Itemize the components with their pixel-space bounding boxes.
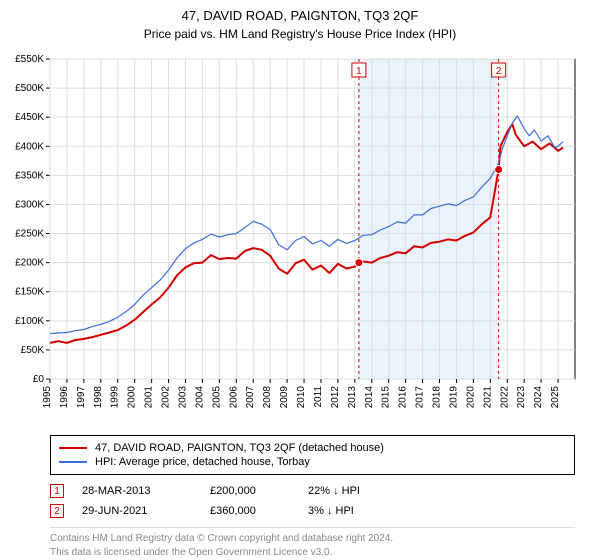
svg-text:2023: 2023	[516, 386, 527, 409]
svg-text:2013: 2013	[347, 386, 358, 409]
svg-text:2015: 2015	[381, 386, 392, 409]
svg-text:2014: 2014	[364, 386, 375, 409]
sale-row: 1 28-MAR-2013 £200,000 22% ↓ HPI	[50, 481, 575, 501]
svg-text:2003: 2003	[177, 386, 188, 409]
svg-text:2012: 2012	[330, 386, 341, 409]
svg-text:1995: 1995	[42, 386, 53, 409]
svg-text:£450K: £450K	[15, 112, 44, 123]
svg-text:2007: 2007	[245, 386, 256, 409]
svg-text:2016: 2016	[398, 386, 409, 409]
svg-text:2: 2	[496, 66, 502, 77]
svg-text:2008: 2008	[262, 386, 273, 409]
svg-text:2017: 2017	[415, 386, 426, 409]
sale-hpi-diff: 22% ↓ HPI	[308, 485, 575, 497]
sale-date: 28-MAR-2013	[82, 485, 192, 497]
price-chart: £0 £50K £100K £150K £200K £250K £300K £350K £400…	[0, 49, 600, 429]
chart-svg: £0 £50K £100K £150K £200K £250K £300K £350K £400…	[0, 49, 600, 429]
sale-hpi-diff: 3% ↓ HPI	[308, 505, 575, 517]
license-line-1: Contains HM Land Registry data © Crown c…	[50, 532, 575, 546]
svg-text:2025: 2025	[550, 386, 561, 409]
svg-text:£350K: £350K	[15, 170, 44, 181]
sale-marker: 1	[50, 484, 64, 498]
svg-text:1999: 1999	[110, 386, 121, 409]
svg-text:2020: 2020	[465, 386, 476, 409]
legend-label: 47, DAVID ROAD, PAIGNTON, TQ3 2QF (detac…	[95, 442, 384, 454]
sales-table: 1 28-MAR-2013 £200,000 22% ↓ HPI 2 29-JUN-202…	[50, 481, 575, 521]
legend-item: HPI: Average price, detached house, Torb…	[59, 455, 566, 469]
svg-text:1998: 1998	[93, 386, 104, 409]
license-note: Contains HM Land Registry data © Crown c…	[50, 527, 575, 559]
svg-text:£250K: £250K	[15, 229, 44, 240]
sale-row: 2 29-JUN-2021 £360,000 3% ↓ HPI	[50, 501, 575, 521]
svg-text:£400K: £400K	[15, 141, 44, 152]
svg-text:£500K: £500K	[15, 83, 44, 94]
sale-marker: 2	[50, 504, 64, 518]
license-line-2: This data is licensed under the Open Gov…	[50, 546, 575, 560]
svg-text:2011: 2011	[313, 386, 324, 408]
svg-text:1: 1	[356, 66, 362, 77]
svg-text:2006: 2006	[228, 386, 239, 409]
svg-text:2005: 2005	[211, 386, 222, 409]
svg-text:2024: 2024	[533, 386, 544, 409]
chart-legend: 47, DAVID ROAD, PAIGNTON, TQ3 2QF (detac…	[50, 435, 575, 475]
svg-text:1997: 1997	[76, 386, 87, 409]
svg-text:2019: 2019	[448, 386, 459, 409]
sale-price: £360,000	[210, 505, 290, 517]
legend-swatch	[59, 447, 87, 449]
svg-text:2002: 2002	[161, 386, 172, 409]
legend-item: 47, DAVID ROAD, PAIGNTON, TQ3 2QF (detac…	[59, 441, 566, 455]
svg-text:£50K: £50K	[21, 345, 45, 356]
svg-text:2000: 2000	[127, 386, 138, 409]
svg-text:£550K: £550K	[15, 54, 44, 65]
svg-text:2018: 2018	[432, 386, 443, 409]
svg-text:1996: 1996	[59, 386, 70, 409]
sale-price: £200,000	[210, 485, 290, 497]
page-subtitle: Price paid vs. HM Land Registry's House …	[0, 23, 600, 49]
svg-text:2001: 2001	[144, 386, 155, 409]
legend-swatch	[59, 461, 87, 462]
svg-text:£200K: £200K	[15, 258, 44, 269]
page-title: 47, DAVID ROAD, PAIGNTON, TQ3 2QF	[0, 0, 600, 23]
svg-text:£150K: £150K	[15, 287, 44, 298]
svg-text:£0: £0	[33, 374, 45, 385]
svg-text:2009: 2009	[279, 386, 290, 409]
sale-date: 29-JUN-2021	[82, 505, 192, 517]
svg-text:£300K: £300K	[15, 199, 44, 210]
svg-text:2022: 2022	[499, 386, 510, 409]
legend-label: HPI: Average price, detached house, Torb…	[95, 456, 310, 468]
svg-text:2004: 2004	[194, 386, 205, 409]
svg-text:2010: 2010	[296, 386, 307, 409]
svg-text:2021: 2021	[482, 386, 493, 409]
svg-text:£100K: £100K	[15, 316, 44, 327]
